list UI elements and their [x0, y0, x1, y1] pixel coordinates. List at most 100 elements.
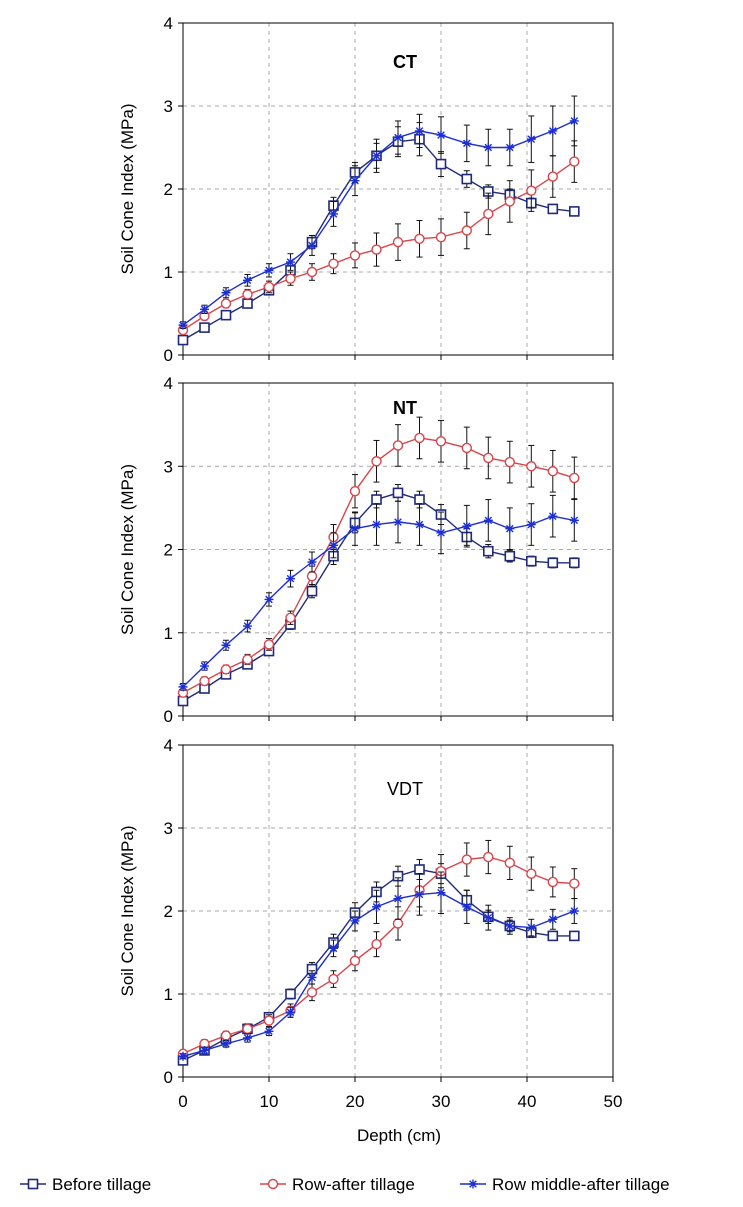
data-point	[350, 916, 360, 926]
data-point	[372, 151, 381, 161]
data-point	[307, 557, 317, 567]
data-point	[526, 868, 537, 879]
series-line	[182, 437, 575, 694]
data-point	[242, 289, 253, 300]
data-point	[350, 524, 360, 534]
data-point	[372, 520, 381, 530]
y-axis-title: Soil Cone Index (MPa)	[118, 103, 137, 274]
data-point	[504, 456, 515, 468]
data-point	[526, 923, 536, 933]
data-point	[392, 487, 404, 499]
x-tick-label: 10	[260, 1092, 279, 1111]
data-point	[415, 520, 424, 530]
data-point	[200, 661, 209, 671]
series-line	[182, 868, 575, 1062]
data-point	[371, 244, 382, 255]
data-point	[285, 273, 296, 284]
data-point	[199, 675, 210, 687]
data-point	[483, 913, 493, 923]
panel-title: NT	[393, 398, 417, 418]
data-point	[220, 1030, 232, 1041]
data-point	[328, 973, 339, 985]
data-point	[414, 864, 425, 875]
data-point	[392, 236, 404, 248]
panel-title: VDT	[387, 779, 423, 799]
data-point	[461, 854, 472, 865]
data-point	[393, 517, 403, 527]
data-point	[220, 309, 232, 321]
data-point	[482, 545, 494, 557]
data-point	[415, 889, 424, 899]
data-point	[547, 466, 558, 477]
x-tick-label: 0	[178, 1092, 187, 1111]
data-point	[525, 555, 537, 567]
y-axis-title: Soil Cone Index (MPa)	[118, 825, 137, 996]
data-point	[526, 461, 537, 472]
data-point	[350, 176, 360, 186]
data-point	[243, 621, 252, 631]
data-point	[392, 918, 404, 929]
data-point	[221, 288, 231, 298]
chart-panel-ct: 0 1 2 3 4 CT Soil Cone Index (MPa)	[118, 14, 614, 365]
y-tick-label: 1	[164, 985, 173, 1004]
data-point	[263, 1015, 275, 1026]
data-point	[414, 233, 425, 245]
data-point	[526, 185, 537, 196]
data-point	[414, 494, 425, 505]
legend: Before tillage Row-after tillage Row middl…	[20, 1175, 670, 1194]
data-point	[462, 521, 472, 531]
data-point	[199, 322, 210, 333]
legend-marker	[468, 1179, 478, 1189]
data-point	[264, 594, 274, 604]
data-point	[548, 511, 558, 521]
data-point	[568, 930, 580, 942]
series-3	[178, 95, 579, 330]
data-point	[306, 585, 318, 597]
data-point	[505, 921, 515, 931]
data-point	[547, 557, 559, 569]
data-point	[371, 939, 382, 950]
data-point	[285, 988, 296, 1000]
x-tick-label: 40	[518, 1092, 537, 1111]
data-point	[286, 574, 295, 584]
data-point	[286, 1007, 295, 1017]
data-point	[220, 664, 232, 675]
data-point	[526, 520, 536, 530]
y-axis-title: Soil Cone Index (MPa)	[118, 464, 137, 635]
panel-title: CT	[393, 52, 417, 72]
data-point	[569, 156, 580, 167]
data-point	[178, 682, 188, 692]
data-point	[329, 209, 338, 219]
data-point	[306, 266, 318, 278]
y-tick-label: 2	[164, 541, 173, 560]
y-tick-label: 3	[164, 819, 173, 838]
panels: 0 1 2 3 4 CT Soil Cone Index (MPa) 0 1 2 3 4 NT Soil …	[118, 14, 622, 1111]
data-point	[461, 225, 472, 236]
data-point	[483, 143, 493, 152]
data-point	[263, 639, 275, 650]
data-point	[414, 432, 425, 444]
data-point	[526, 134, 536, 144]
data-point	[436, 528, 446, 538]
y-tick-label: 2	[164, 902, 173, 921]
legend-label: Row middle-after tillage	[492, 1175, 670, 1194]
data-point	[435, 231, 447, 243]
data-point	[505, 524, 515, 534]
data-point	[263, 281, 275, 293]
data-point	[372, 902, 381, 912]
data-point	[547, 203, 559, 215]
y-tick-label: 2	[164, 180, 173, 199]
series-3	[178, 494, 579, 692]
data-point	[548, 914, 558, 924]
data-point	[286, 257, 295, 267]
data-point	[371, 456, 382, 467]
y-tick-label: 3	[164, 457, 173, 476]
data-point	[483, 515, 493, 525]
legend-item-2: Row-after tillage	[260, 1175, 415, 1194]
series-line	[182, 515, 575, 688]
data-point	[483, 208, 494, 220]
data-point	[504, 857, 515, 869]
data-point	[242, 298, 253, 309]
data-point	[436, 888, 446, 898]
legend-item-1: Before tillage	[20, 1175, 151, 1194]
